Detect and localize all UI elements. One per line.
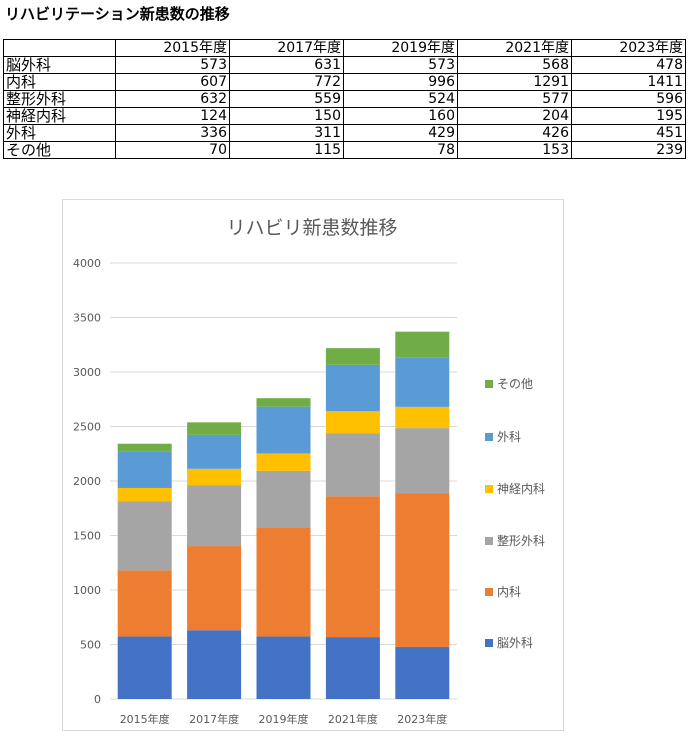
x-tick-label: 2019年度 (259, 712, 309, 726)
y-tick-label: 2000 (73, 475, 101, 488)
table-header-cell: 2023年度 (571, 39, 686, 57)
bar-segment (325, 411, 380, 434)
bar-segment (325, 348, 380, 365)
y-tick-label: 0 (94, 693, 101, 706)
table-header-row: 2015年度 2017年度 2019年度 2021年度 2023年度 (3, 39, 686, 57)
legend-label: その他 (497, 377, 533, 391)
legend-swatch (485, 433, 493, 441)
table-cell: 150 (229, 107, 344, 125)
legend-label: 神経内科 (497, 482, 545, 496)
legend-label: 整形外科 (497, 533, 545, 548)
bar-segment (117, 636, 172, 699)
y-tick-label: 500 (80, 639, 101, 652)
bar-segment (117, 501, 172, 571)
table-cell: 1291 (457, 73, 572, 91)
table-header-cell: 2021年度 (457, 39, 572, 57)
bar-segment (395, 357, 450, 407)
y-tick-label: 3000 (73, 366, 101, 379)
bar-segment (187, 485, 242, 547)
bar-segment (256, 470, 311, 528)
table-row: その他 70 115 78 153 239 (3, 141, 686, 159)
bar-segment (187, 546, 242, 631)
y-tick-label: 3500 (73, 312, 101, 325)
table-cell: 336 (115, 124, 230, 142)
table-row: 整形外科 632 559 524 577 596 (3, 90, 686, 108)
legend-swatch (485, 485, 493, 493)
table-cell: 996 (343, 73, 458, 91)
table-cell: 70 (115, 141, 230, 159)
table-cell: 426 (457, 124, 572, 142)
bar-segment (187, 434, 242, 469)
bar-segment (395, 406, 450, 429)
table-row: 内科 607 772 996 1291 1411 (3, 73, 686, 91)
x-tick-label: 2023年度 (397, 712, 447, 726)
y-tick-label: 2500 (73, 421, 101, 434)
legend-label: 脳外科 (497, 636, 533, 650)
bar-segment (395, 646, 450, 699)
table-cell: 451 (571, 124, 686, 142)
legend-swatch (485, 380, 493, 388)
legend-swatch (485, 639, 493, 647)
legend-label: 外科 (497, 430, 521, 444)
bar-segment (325, 433, 380, 497)
bar-segment (256, 636, 311, 699)
y-tick-label: 4000 (73, 257, 101, 270)
bar-segment (256, 453, 311, 471)
table-cell: 311 (229, 124, 344, 142)
bar-segment (187, 468, 242, 486)
page-title: リハビリテーション新患数の推移 (5, 5, 230, 23)
bar-segment (395, 331, 450, 358)
y-tick-label: 1000 (73, 584, 101, 597)
table-cell: 632 (115, 90, 230, 108)
x-tick-label: 2015年度 (120, 712, 170, 726)
bar-segment (325, 496, 380, 638)
bar-segment (325, 637, 380, 699)
legend-swatch (485, 588, 493, 596)
bar-segment (256, 398, 311, 407)
bar-segment (256, 406, 311, 454)
table-row-label: 神経内科 (3, 107, 116, 125)
bar-segment (117, 443, 172, 452)
bar-segment (117, 487, 172, 502)
legend-label: 内科 (497, 585, 521, 599)
bar-segment (117, 451, 172, 488)
table-cell: 239 (571, 141, 686, 159)
bar-segment (395, 428, 450, 494)
bar-segment (395, 493, 450, 647)
bar-segment (187, 630, 242, 699)
table-cell: 1411 (571, 73, 686, 91)
table-row-label: 内科 (3, 73, 116, 91)
x-tick-label: 2021年度 (328, 712, 378, 726)
chart-title: リハビリ新患数推移 (226, 217, 397, 239)
table-cell: 153 (457, 141, 572, 159)
y-tick-label: 1500 (73, 530, 101, 543)
data-table: 2015年度 2017年度 2019年度 2021年度 2023年度 脳外科 573 631 5… (3, 39, 686, 159)
table-row-label: その他 (3, 141, 116, 159)
bar-segment (256, 527, 311, 637)
bar-segment (187, 422, 242, 435)
x-tick-label: 2017年度 (189, 712, 239, 726)
bar-segment (117, 570, 172, 637)
table-cell: 78 (343, 141, 458, 159)
legend-swatch (485, 537, 493, 545)
table-cell: 559 (229, 90, 344, 108)
bar-segment (325, 364, 380, 412)
